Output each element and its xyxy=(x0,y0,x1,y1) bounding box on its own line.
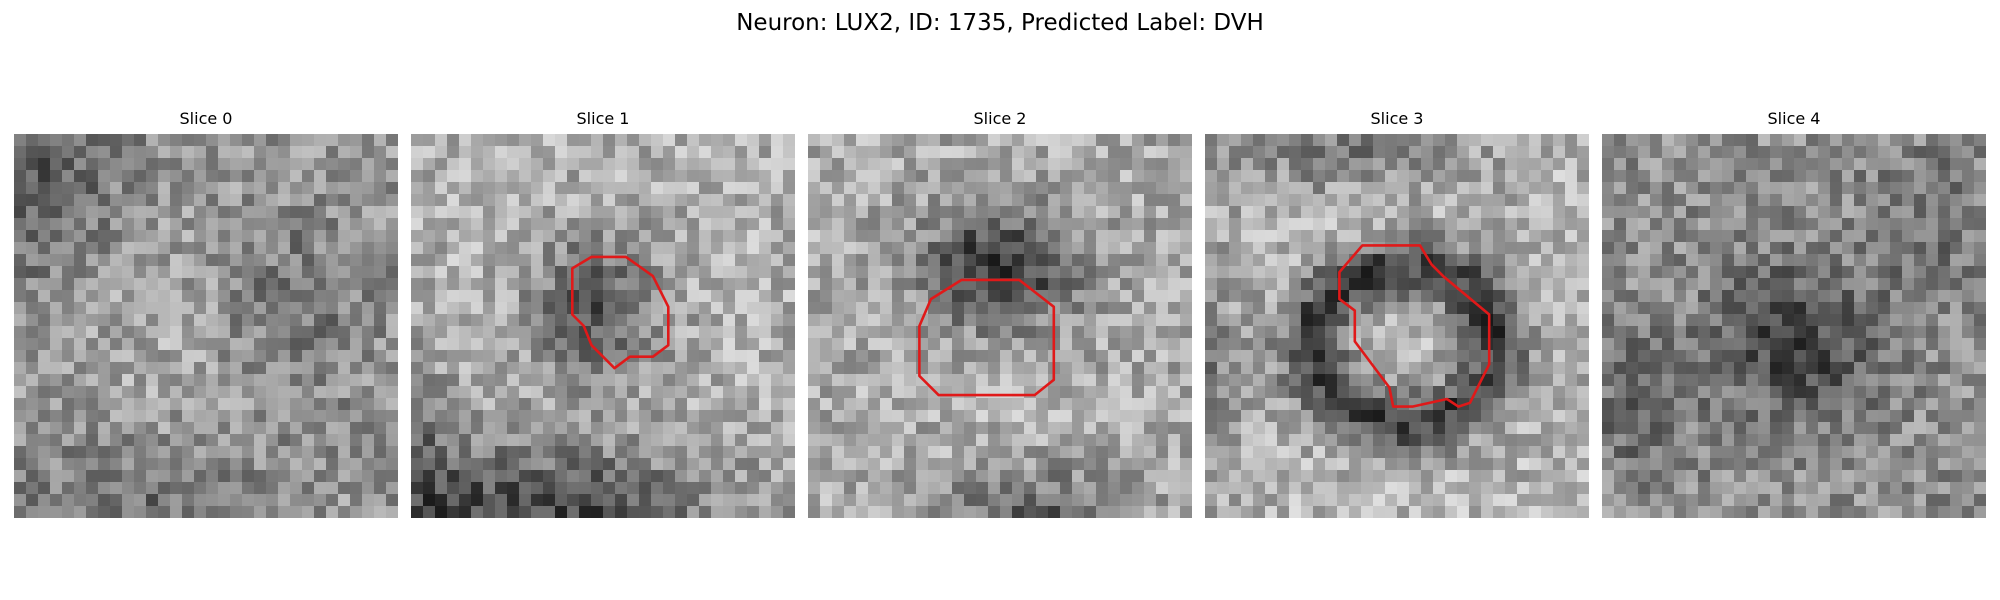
neuron-outline xyxy=(1338,244,1491,408)
neuron-outline xyxy=(571,255,670,370)
figure-title: Neuron: LUX2, ID: 1735, Predicted Label:… xyxy=(736,10,1264,36)
slice-panel-2: Slice 2 xyxy=(808,108,1192,518)
slice-panel-3: Slice 3 xyxy=(1205,108,1589,518)
neuron-outline xyxy=(918,278,1056,397)
slice-title-3: Slice 3 xyxy=(1370,109,1424,128)
slice-image-0 xyxy=(14,134,398,518)
slice-panel-0: Slice 0 xyxy=(14,108,398,518)
slice-title-0: Slice 0 xyxy=(179,109,233,128)
slice-image-1 xyxy=(411,134,795,518)
slice-image-4 xyxy=(1602,134,1986,518)
slice-panel-1: Slice 1 xyxy=(411,108,795,518)
slice-title-4: Slice 4 xyxy=(1767,109,1821,128)
slice-image-3 xyxy=(1205,134,1589,518)
slice-panel-4: Slice 4 xyxy=(1602,108,1986,518)
slice-title-1: Slice 1 xyxy=(576,109,630,128)
slice-image-2 xyxy=(808,134,1192,518)
slice-title-2: Slice 2 xyxy=(973,109,1027,128)
